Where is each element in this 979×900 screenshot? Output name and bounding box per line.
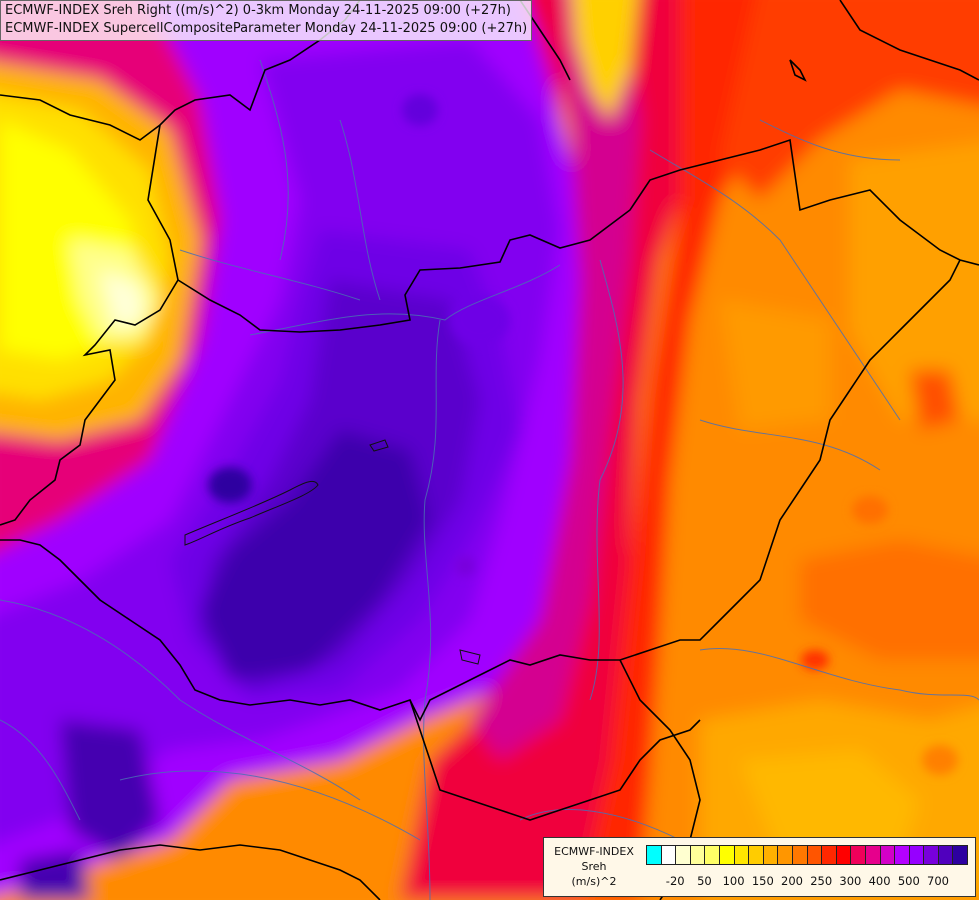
- legend-unit: (m/s)^2: [571, 875, 617, 888]
- legend-tick-label: 150: [751, 874, 774, 888]
- legend-swatch: [850, 845, 866, 865]
- legend-swatch: [748, 845, 764, 865]
- legend-variable: Sreh: [581, 860, 607, 873]
- color-legend: ECMWF-INDEX Sreh (m/s)^2 -20 50 100 150 200 2…: [543, 837, 976, 897]
- legend-swatch: [952, 845, 969, 865]
- legend-swatch: [908, 845, 925, 865]
- legend-tick-label: 300: [839, 874, 862, 888]
- legend-swatch: [821, 845, 837, 865]
- legend-swatch: [762, 845, 779, 865]
- legend-source: ECMWF-INDEX: [554, 845, 634, 858]
- legend-swatch: [718, 845, 735, 865]
- legend-swatch: [864, 845, 881, 865]
- title-line-2: ECMWF-INDEX SupercellCompositeParameter …: [5, 21, 528, 36]
- legend-ticks: -20 50 100 150 200 250 300 400 500 700: [646, 874, 966, 888]
- legend-tick-label: 700: [927, 874, 949, 888]
- legend-swatch: [704, 845, 720, 865]
- legend-tick-label: 50: [697, 874, 712, 888]
- legend-swatch: [879, 845, 896, 865]
- title-line-1: ECMWF-INDEX Sreh Right ((m/s)^2) 0-3km M…: [5, 3, 511, 18]
- legend-swatch: [806, 845, 823, 865]
- legend-swatch: [675, 845, 691, 865]
- legend-label: ECMWF-INDEX Sreh (m/s)^2: [544, 844, 644, 889]
- legend-tick-label: 250: [810, 874, 833, 888]
- legend-tick-label: 400: [868, 874, 891, 888]
- legend-tick-label: 500: [897, 874, 920, 888]
- legend-swatch: [791, 845, 808, 865]
- legend-swatch: [733, 845, 750, 865]
- legend-tick-label: 100: [722, 874, 745, 888]
- legend-swatch: [660, 845, 677, 865]
- legend-swatch: [923, 845, 939, 865]
- legend-swatch: [646, 845, 662, 865]
- legend-swatch: [689, 845, 706, 865]
- lakes: [184, 439, 481, 665]
- legend-swatch: [937, 845, 954, 865]
- map-title: ECMWF-INDEX Sreh Right ((m/s)^2) 0-3km M…: [0, 0, 533, 41]
- legend-swatch: [777, 845, 793, 865]
- legend-tick-label: -20: [665, 874, 685, 888]
- legend-tick-label: 200: [781, 874, 803, 888]
- legend-swatch: [835, 845, 852, 865]
- legend-swatch: [894, 845, 910, 865]
- legend-swatches: [646, 845, 969, 865]
- region-lines: [0, 59, 979, 900]
